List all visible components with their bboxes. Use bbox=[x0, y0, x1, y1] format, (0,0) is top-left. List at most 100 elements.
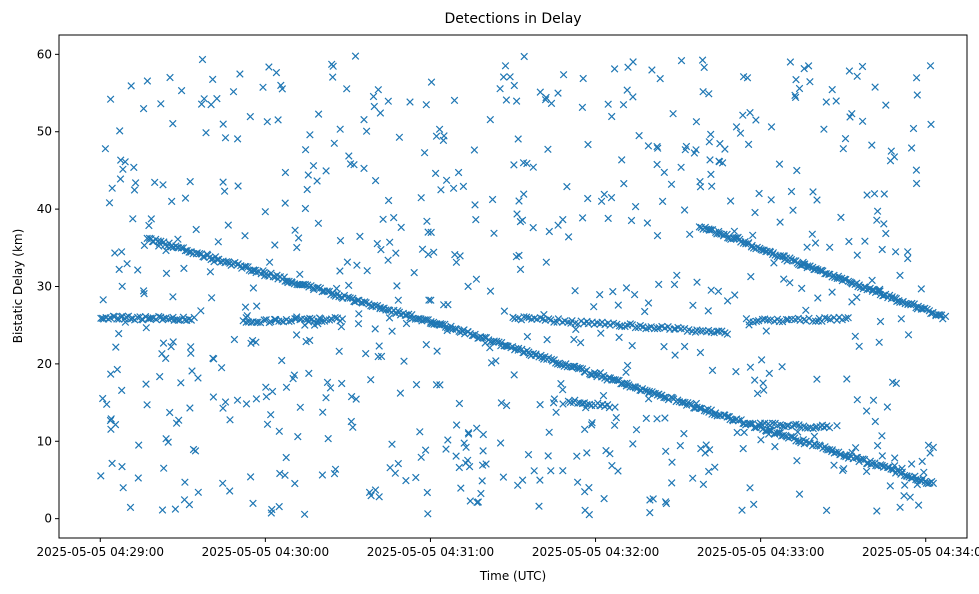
detection-marker bbox=[607, 193, 616, 202]
detection-marker bbox=[413, 315, 422, 323]
detection-marker bbox=[825, 423, 834, 432]
detection-marker bbox=[119, 483, 127, 492]
detection-marker bbox=[515, 197, 523, 205]
detection-marker bbox=[584, 140, 592, 149]
detection-marker bbox=[607, 112, 616, 121]
detection-marker bbox=[121, 158, 129, 166]
detection-marker bbox=[133, 313, 142, 322]
detection-marker bbox=[822, 506, 831, 515]
detection-marker bbox=[213, 94, 221, 103]
detection-marker bbox=[578, 103, 587, 112]
detection-marker bbox=[704, 467, 713, 476]
detection-marker bbox=[375, 342, 383, 350]
detection-marker bbox=[820, 125, 828, 133]
detection-marker bbox=[661, 393, 669, 402]
detection-marker bbox=[452, 421, 461, 429]
detection-marker bbox=[692, 117, 701, 126]
detection-marker bbox=[661, 447, 670, 456]
detection-marker bbox=[499, 473, 508, 481]
detection-marker bbox=[217, 363, 226, 372]
detection-marker bbox=[862, 467, 871, 476]
detection-marker bbox=[669, 109, 677, 118]
detection-marker bbox=[749, 500, 758, 509]
detection-marker bbox=[696, 348, 705, 357]
detection-marker bbox=[260, 271, 269, 280]
detection-marker bbox=[219, 404, 227, 412]
detection-marker bbox=[739, 444, 747, 453]
detection-marker bbox=[425, 296, 433, 304]
detection-marker bbox=[112, 343, 120, 351]
detection-marker bbox=[347, 392, 356, 401]
detection-marker bbox=[450, 96, 459, 105]
detection-marker bbox=[423, 217, 431, 226]
detection-marker bbox=[699, 480, 708, 489]
detection-marker bbox=[880, 190, 889, 198]
detection-marker bbox=[642, 414, 651, 423]
detection-marker bbox=[873, 441, 882, 450]
detection-marker bbox=[360, 115, 368, 124]
detection-marker bbox=[97, 472, 105, 480]
detection-marker bbox=[249, 266, 258, 274]
detection-marker bbox=[389, 213, 398, 222]
detection-marker bbox=[194, 374, 202, 382]
detection-marker bbox=[906, 493, 914, 501]
detection-marker bbox=[795, 84, 804, 93]
detection-marker bbox=[783, 421, 792, 430]
detection-marker bbox=[249, 284, 258, 292]
detection-marker bbox=[394, 296, 403, 304]
detection-marker bbox=[913, 91, 922, 99]
detection-marker bbox=[353, 261, 361, 269]
detection-marker bbox=[751, 208, 759, 217]
detection-marker bbox=[164, 315, 173, 323]
detection-marker bbox=[873, 507, 881, 515]
detection-marker bbox=[585, 483, 593, 492]
detection-marker bbox=[654, 280, 663, 289]
detection-marker bbox=[427, 296, 435, 304]
detection-marker bbox=[214, 238, 223, 246]
detection-marker bbox=[610, 421, 619, 430]
detection-marker bbox=[197, 100, 206, 108]
detection-marker bbox=[185, 248, 193, 256]
detection-marker bbox=[499, 73, 508, 81]
detection-marker bbox=[362, 127, 371, 135]
detection-marker bbox=[284, 278, 292, 287]
detection-marker bbox=[896, 503, 904, 512]
detection-marker bbox=[242, 400, 251, 408]
detection-marker bbox=[331, 313, 339, 322]
detection-marker bbox=[540, 310, 548, 319]
y-tick-label: 30 bbox=[37, 280, 52, 294]
detection-marker bbox=[617, 156, 626, 164]
detection-marker bbox=[900, 481, 909, 489]
detection-marker bbox=[190, 313, 198, 322]
detection-marker bbox=[529, 163, 538, 171]
detection-marker bbox=[243, 311, 252, 320]
detection-marker bbox=[427, 78, 436, 86]
detection-marker bbox=[154, 242, 163, 250]
detection-marker bbox=[632, 425, 641, 434]
detection-marker bbox=[604, 214, 612, 223]
detection-marker bbox=[873, 207, 882, 215]
detection-marker bbox=[571, 286, 579, 295]
detection-marker bbox=[878, 452, 887, 460]
detection-marker bbox=[677, 56, 686, 65]
detection-marker bbox=[642, 324, 650, 333]
detection-marker bbox=[119, 165, 127, 174]
detection-marker bbox=[249, 499, 257, 508]
detection-marker bbox=[471, 201, 479, 209]
detection-marker bbox=[440, 132, 448, 140]
detection-marker bbox=[370, 102, 379, 111]
detection-marker bbox=[547, 467, 555, 475]
detection-marker bbox=[506, 73, 514, 81]
detection-marker bbox=[542, 258, 551, 266]
detection-marker bbox=[309, 161, 318, 170]
detection-marker bbox=[924, 441, 933, 449]
detection-marker bbox=[861, 237, 869, 245]
detection-marker bbox=[802, 306, 810, 315]
detection-marker bbox=[550, 318, 558, 326]
detection-marker bbox=[730, 291, 739, 299]
chart-title: Detections in Delay bbox=[444, 11, 581, 27]
detection-marker bbox=[876, 287, 884, 295]
detection-marker bbox=[142, 380, 150, 388]
detection-marker bbox=[512, 97, 521, 105]
detection-marker bbox=[301, 145, 310, 154]
